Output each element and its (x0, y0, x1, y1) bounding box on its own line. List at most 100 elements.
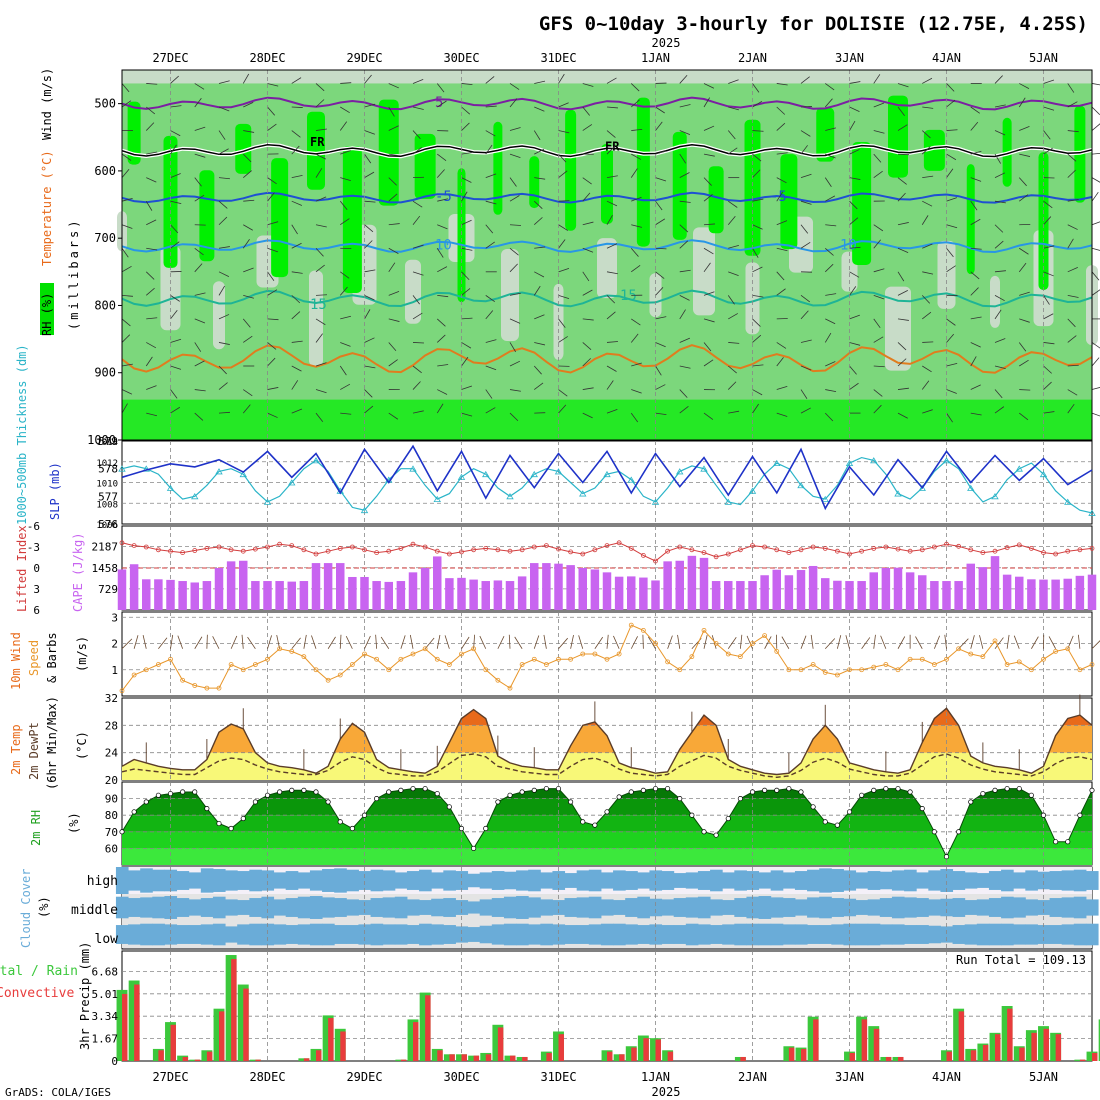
cloud-low-bar-21 (370, 923, 384, 946)
cape-bar-58 (821, 578, 830, 610)
wind-barb-20-925 (364, 389, 373, 398)
wind10-marker-55 (786, 667, 792, 673)
wind-barb-70-960 (970, 412, 982, 416)
wind10-barb-70 (970, 635, 975, 649)
wind-barb-80-610 (1091, 177, 1100, 183)
wind-barb-20-505 (364, 103, 376, 108)
wind-barb-56-855 (800, 339, 812, 343)
rh2m-grid (122, 782, 1092, 865)
cloud-high-bar-67 (928, 870, 941, 891)
wind-barb-56-470 (800, 76, 810, 84)
precip-conv-bar-55 (788, 1047, 795, 1061)
wind-barb-62-890 (873, 365, 885, 368)
rh-moist-column-1 (127, 101, 141, 165)
cloud-low-bar-22 (382, 924, 396, 945)
wind-barb-22-540 (388, 125, 399, 131)
wind-barb-32-925 (509, 389, 521, 392)
wind10-marker-34 (531, 656, 537, 662)
cloud-high-bar-63 (879, 871, 893, 890)
cape-bar-68 (942, 581, 951, 610)
wind10-barb-62 (873, 634, 876, 649)
precip-conv-bar-27 (449, 1054, 455, 1061)
wind-barb-52-540 (752, 130, 764, 132)
wind-barb-40-470 (606, 77, 617, 84)
wind10-speed-series (119, 622, 1095, 694)
rh2m-marker-3 (155, 792, 161, 798)
slp-label-1010: 1010 (96, 480, 118, 490)
wind-barb-54-715 (776, 247, 788, 252)
rh2m-marker-2 (143, 799, 149, 805)
slp-axes: 576 577 578 579 1006 1008 1010 1012 1014 (96, 435, 118, 531)
cape-bar-73 (1002, 574, 1012, 610)
cloud-low-bar-20 (358, 924, 372, 945)
wind-barb-78-540 (1067, 130, 1079, 133)
thickness-marker-54 (773, 459, 781, 467)
wind-barb-44-645 (655, 200, 663, 211)
wind10-marker-79 (1077, 667, 1083, 673)
cloud-high-bar-9 (225, 870, 238, 891)
thickness-marker-68 (942, 457, 951, 464)
rh2m-label-80: 80 (105, 809, 118, 822)
wind-barb-8-785 (218, 285, 226, 296)
temp2m-label-28: 28 (105, 719, 118, 732)
wind-barb-60-890 (849, 365, 857, 375)
cloud-middle-bar-23 (394, 896, 408, 919)
precip-conv-bar-63 (885, 1056, 892, 1061)
thickness-marker-2 (142, 465, 150, 472)
credit-label: GrADS: COLA/IGES (5, 1086, 111, 1099)
li-marker-51 (737, 547, 743, 553)
wind10-barb-31 (497, 635, 505, 649)
wind-barb-42-890 (631, 362, 642, 367)
wind-barb-0-680 (121, 224, 133, 229)
wind-barb-34-540 (533, 130, 541, 141)
cloud-high-bar-44 (649, 870, 663, 891)
wind-barb-28-575 (461, 151, 473, 155)
pressure-label-700: 700 (94, 231, 116, 245)
li-marker-78 (1065, 548, 1071, 554)
wind-barb-16-470 (315, 83, 325, 92)
rh-moist-column-67 (923, 129, 945, 171)
rh-dry-streak-24 (405, 259, 421, 324)
temp2m-label-20: 20 (105, 774, 118, 787)
wind-barb-40-960 (606, 408, 618, 414)
isotherm-label-5: 5 (435, 95, 443, 111)
wind-barb-26-470 (436, 83, 445, 93)
rh2m-marker-58 (822, 819, 828, 825)
cloud-middle-bar-62 (867, 899, 881, 916)
wind-barb-56-890 (800, 365, 812, 371)
wind-barb-28-610 (461, 177, 472, 183)
wind-barb-26-855 (436, 334, 446, 343)
wind-barb-68-960 (946, 412, 953, 423)
cloud-high-bar-80 (1085, 871, 1099, 890)
thickness-marker-62 (870, 457, 878, 464)
rh2m-marker-11 (252, 799, 258, 805)
rh2m-marker-12 (264, 792, 271, 798)
wind-barb-74-505 (1018, 97, 1026, 108)
thickness-marker-78 (1064, 498, 1072, 505)
cloud-middle-bar-1 (128, 898, 141, 917)
rh2m-marker-22 (386, 789, 392, 795)
precip-label-1.67: 1.67 (92, 1033, 119, 1046)
li-marker-48 (701, 550, 707, 555)
wind10-barb-46 (677, 634, 681, 649)
cloud-low-bar-8 (212, 923, 226, 946)
top-date-5: 1JAN (641, 51, 670, 65)
precip-conv-bar-51 (740, 1056, 746, 1061)
thickness-marker-8 (215, 468, 223, 475)
cloud-low-bar-48 (697, 924, 711, 945)
cloud-low-bar-23 (394, 924, 408, 945)
cloud-high-bar-7 (200, 868, 214, 893)
li-marker-53 (762, 544, 768, 550)
wind-barb-40-505 (606, 106, 618, 109)
wind-barb-78-575 (1067, 153, 1077, 162)
wind-barb-10-855 (243, 335, 253, 343)
cape-bar-18 (336, 563, 345, 610)
wind-barb-52-575 (752, 153, 762, 162)
wind10-marker-63 (883, 662, 889, 667)
isotherm-10 (121, 239, 1093, 254)
cloud-low-bar-66 (916, 925, 929, 944)
precip-conv-bar-61 (861, 1019, 868, 1061)
wind-barb-68-750 (946, 265, 956, 273)
cloud-high-bar-40 (600, 872, 614, 889)
cloud-low-bar-18 (334, 925, 347, 944)
